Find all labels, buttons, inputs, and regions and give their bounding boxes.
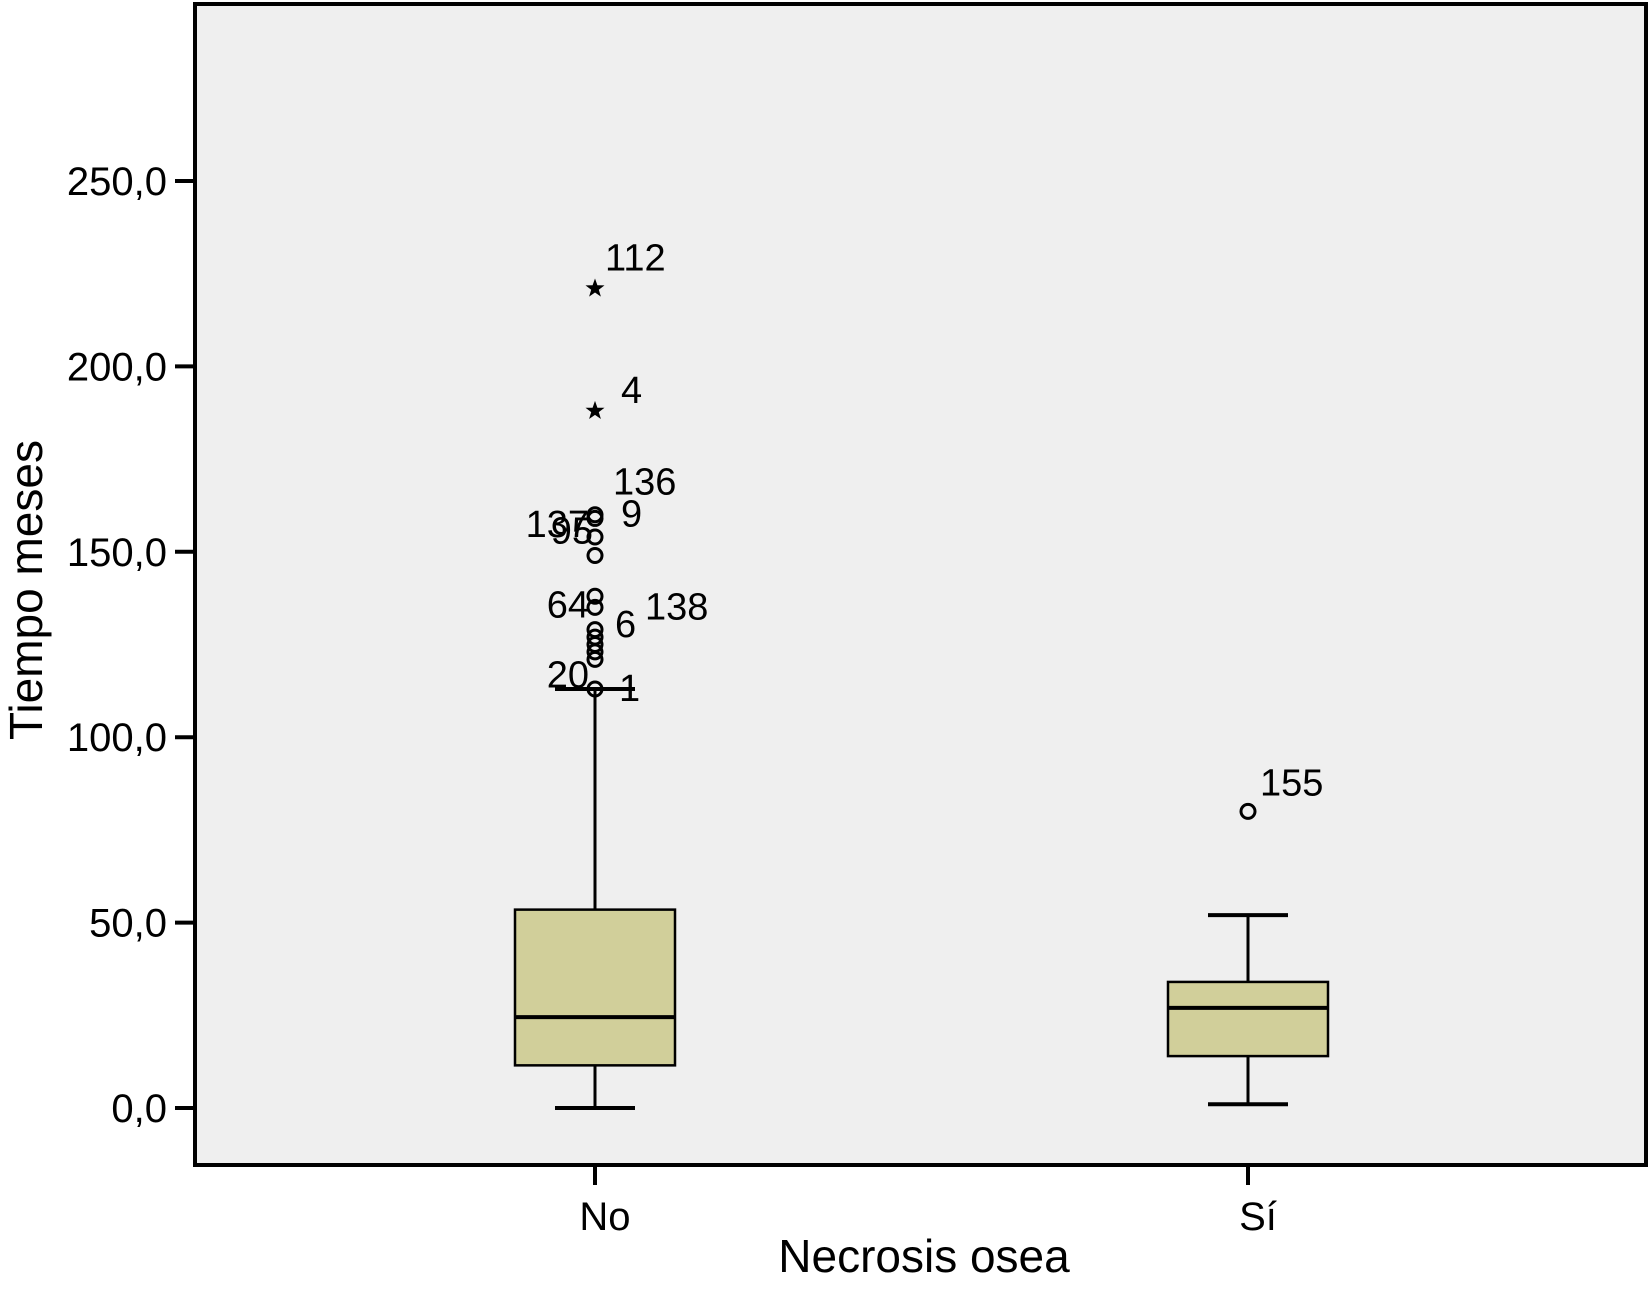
- outlier-circle: [586, 680, 604, 698]
- extreme-outlier-star: [585, 278, 605, 297]
- outlier-label: 6: [615, 604, 636, 646]
- outlier-circle: [586, 621, 604, 639]
- outlier-label: 155: [1260, 762, 1323, 804]
- y-tick-label: 150,0: [67, 531, 167, 575]
- x-tick-label: Sí: [1239, 1195, 1277, 1239]
- outlier-label: 137: [526, 504, 589, 546]
- x-axis-title: Necrosis osea: [778, 1230, 1070, 1282]
- outlier-label: 1: [619, 668, 640, 710]
- x-tick-label: No: [579, 1195, 630, 1239]
- box-group-si: 155: [1166, 762, 1330, 1107]
- y-axis: 0,0 50,0 100,0 150,0 200,0 250,0: [67, 160, 195, 1131]
- y-axis-title: Tiempo meses: [0, 440, 52, 740]
- y-tick-label: 100,0: [67, 716, 167, 760]
- outlier-circle: [586, 506, 604, 524]
- outlier-circle: [586, 598, 604, 616]
- y-tick-label: 0,0: [111, 1087, 167, 1131]
- outlier-circle: [586, 547, 604, 565]
- outlier-circle: [586, 528, 604, 546]
- outlier-label: 64: [547, 585, 589, 627]
- y-tick-label: 250,0: [67, 160, 167, 204]
- outlier-label: 95: [551, 511, 593, 553]
- outlier-circle: [1239, 802, 1257, 820]
- iqr-box: [1166, 980, 1330, 1058]
- outlier-label: 20: [547, 654, 589, 696]
- outlier-label: 112: [605, 238, 666, 280]
- outlier-label: 9: [621, 493, 642, 535]
- y-tick-label: 200,0: [67, 345, 167, 389]
- x-axis: No Sí: [579, 1165, 1277, 1239]
- outlier-label: 136: [613, 462, 676, 504]
- y-tick-label: 50,0: [89, 902, 167, 946]
- outlier-label: 138: [645, 586, 708, 628]
- plot-area: [193, 2, 1648, 1167]
- outlier-circle: [586, 587, 604, 605]
- outlier-circle: [586, 628, 604, 646]
- iqr-box: [513, 908, 677, 1067]
- outlier-label: 4: [621, 370, 642, 412]
- extreme-outlier-star: [585, 400, 605, 419]
